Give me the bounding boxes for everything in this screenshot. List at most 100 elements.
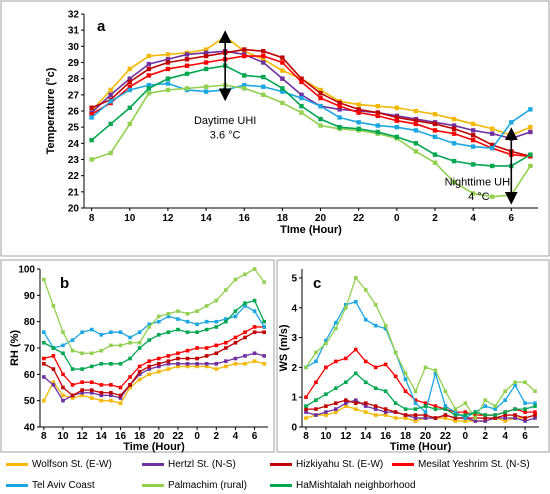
data-point [108, 121, 113, 127]
data-point [513, 416, 517, 420]
data-point [503, 389, 507, 394]
data-point [184, 52, 190, 57]
data-point [204, 354, 209, 358]
legend-label: Wolfson St. (E-W) [32, 459, 112, 470]
data-point [423, 401, 428, 405]
data-point [99, 393, 104, 398]
data-point [137, 369, 142, 374]
data-point [51, 304, 56, 308]
data-point [432, 121, 438, 127]
data-point [451, 126, 457, 131]
data-point [353, 398, 358, 402]
data-point [224, 317, 228, 321]
data-point [128, 375, 132, 379]
data-point [432, 112, 438, 117]
data-point [337, 124, 342, 130]
x-tick-label: 18 [134, 431, 146, 442]
data-point [334, 359, 338, 364]
data-point [503, 410, 507, 414]
data-point [51, 380, 56, 385]
data-point [147, 359, 152, 363]
series-line-palmachim-rural- [91, 84, 532, 198]
data-point [383, 410, 388, 414]
data-point [432, 160, 438, 165]
data-point [318, 87, 323, 93]
data-point [233, 277, 238, 282]
data-point [470, 162, 476, 167]
data-point [61, 385, 65, 390]
data-point [89, 137, 94, 143]
data-point [304, 404, 308, 408]
y-tick-label: 27 [68, 90, 80, 101]
data-point [318, 95, 323, 101]
data-point [533, 410, 537, 414]
data-point [165, 76, 171, 81]
data-point [166, 362, 171, 366]
data-point [137, 364, 142, 369]
data-point [214, 362, 219, 366]
legend-label: Hizkiyahu St. (E-W) [296, 459, 384, 470]
data-point [533, 413, 537, 417]
data-point [451, 158, 457, 164]
data-point [146, 61, 152, 67]
data-point [533, 389, 537, 394]
data-point [80, 330, 84, 334]
data-point [432, 128, 438, 133]
data-point [108, 99, 113, 104]
data-point [413, 118, 419, 123]
data-point [463, 419, 468, 423]
data-point [528, 152, 533, 157]
y-tick-label: 26 [68, 107, 80, 118]
data-point [137, 377, 142, 382]
data-point [383, 326, 388, 331]
data-point [344, 305, 348, 310]
y-axis-title: Temperature (°c) [45, 67, 57, 154]
data-point [453, 416, 458, 420]
data-point [503, 419, 507, 423]
data-point [334, 401, 338, 405]
x-tick-label: 12 [77, 431, 89, 442]
data-point [203, 66, 209, 72]
data-point [528, 163, 533, 169]
data-point [137, 346, 142, 350]
data-point [252, 351, 257, 356]
y-tick-label: 20 [68, 204, 80, 215]
x-axis-title: Time (Hour) [390, 441, 452, 453]
data-point [304, 365, 308, 370]
data-point [118, 343, 123, 348]
data-point [324, 392, 328, 397]
data-point [42, 375, 46, 379]
data-point [463, 401, 468, 405]
data-point [533, 404, 537, 408]
data-point [463, 410, 468, 414]
data-point [203, 84, 209, 89]
data-point [394, 118, 400, 123]
data-point [109, 398, 113, 403]
data-point [299, 103, 304, 109]
data-point [89, 105, 94, 110]
data-point [394, 124, 400, 130]
data-point [280, 76, 285, 81]
data-point [314, 359, 318, 364]
data-point [483, 416, 488, 420]
data-point [261, 74, 266, 80]
data-point [443, 416, 448, 420]
data-point [375, 113, 380, 119]
y-tick-label: 31 [68, 26, 80, 37]
data-point [214, 298, 219, 303]
data-point [233, 362, 238, 366]
data-point [243, 354, 247, 358]
data-point [337, 100, 342, 106]
y-axis-title: WS (m/s) [278, 324, 290, 371]
data-point [451, 131, 457, 136]
data-point [528, 129, 533, 135]
data-point [261, 53, 266, 59]
data-point [118, 330, 123, 334]
data-point [243, 362, 247, 366]
data-point [252, 298, 257, 303]
data-point [373, 323, 378, 328]
data-point [337, 107, 342, 112]
data-point [470, 121, 476, 127]
x-tick-label: 14 [360, 431, 372, 442]
data-point [204, 364, 209, 369]
